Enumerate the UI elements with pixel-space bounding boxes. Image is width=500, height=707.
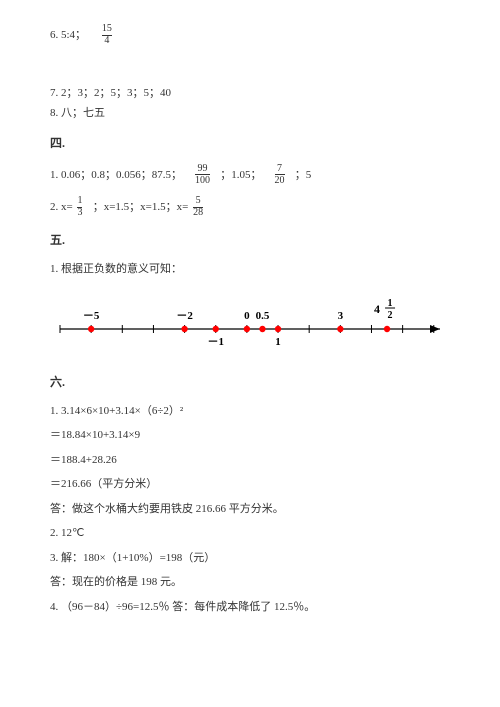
fraction-5-28: 5 28 xyxy=(193,196,203,219)
answer-6: 6. 5:4； 15 4 xyxy=(50,24,450,47)
answer-6-prefix: 6. 5:4； xyxy=(50,29,86,41)
s4-1-b: ；1.05； xyxy=(220,168,261,180)
answer-7: 7. 2；3；2；5；3；5；40 xyxy=(50,85,450,102)
s4-2-b: ；x=1.5；x=1.5；x= xyxy=(93,201,191,213)
section-6-line: 答：做这个水桶大约要用铁皮 216.66 平方分米。 xyxy=(50,501,450,518)
section-6-line: 答：现在的价格是 198 元。 xyxy=(50,574,450,591)
section-6-line: ＝188.4+28.26 xyxy=(50,452,450,469)
svg-text:1: 1 xyxy=(388,298,393,309)
section-5-heading: 五. xyxy=(50,231,450,249)
section-6-line: 4. （96－84）÷96=12.5％ 答：每件成本降低了 12.5％。 xyxy=(50,599,450,616)
fraction-7-20: 7 20 xyxy=(275,164,285,187)
svg-text:－1: －1 xyxy=(207,336,224,348)
s4-2-a: 2. x= xyxy=(50,201,75,213)
svg-text:0: 0 xyxy=(244,310,250,322)
section-6-body: 1. 3.14×6×10+3.14×（6÷2）² ＝18.84×10+3.14×9… xyxy=(50,403,450,616)
svg-text:0.5: 0.5 xyxy=(256,310,270,322)
svg-text:－5: －5 xyxy=(83,310,100,322)
s4-1-c: ；5 xyxy=(295,168,312,180)
section-6-line: 1. 3.14×6×10+3.14×（6÷2）² xyxy=(50,403,450,420)
svg-text:－2: －2 xyxy=(176,310,193,322)
section-6-line: 3. 解：180×（1+10%）=198（元） xyxy=(50,550,450,567)
section-6-line: 2. 12℃ xyxy=(50,525,450,542)
number-line-figure: －5－2－100.513412 xyxy=(50,291,450,361)
section-6-line: ＝18.84×10+3.14×9 xyxy=(50,427,450,444)
fraction-15-4: 15 4 xyxy=(102,24,112,47)
section-6-line: ＝216.66（平方分米） xyxy=(50,476,450,493)
number-line-svg: －5－2－100.513412 xyxy=(50,291,450,355)
section-4-line-1: 1. 0.06；0.8；0.056；87.5； 99 100 ；1.05； 7 … xyxy=(50,164,450,187)
section-6-heading: 六. xyxy=(50,373,450,391)
answer-8: 8. 八；七五 xyxy=(50,105,450,122)
section-4-line-2: 2. x= 1 3 ；x=1.5；x=1.5；x= 5 28 xyxy=(50,196,450,219)
fraction-99-100: 99 100 xyxy=(195,164,210,187)
svg-text:3: 3 xyxy=(338,310,344,322)
section-4-heading: 四. xyxy=(50,134,450,152)
s4-1-a: 1. 0.06；0.8；0.056；87.5； xyxy=(50,168,182,180)
section-5-line-1: 1. 根据正负数的意义可知： xyxy=(50,261,450,278)
svg-text:2: 2 xyxy=(388,310,393,321)
svg-text:4: 4 xyxy=(374,302,380,316)
svg-text:1: 1 xyxy=(275,336,281,348)
fraction-1-3: 1 3 xyxy=(77,196,82,219)
